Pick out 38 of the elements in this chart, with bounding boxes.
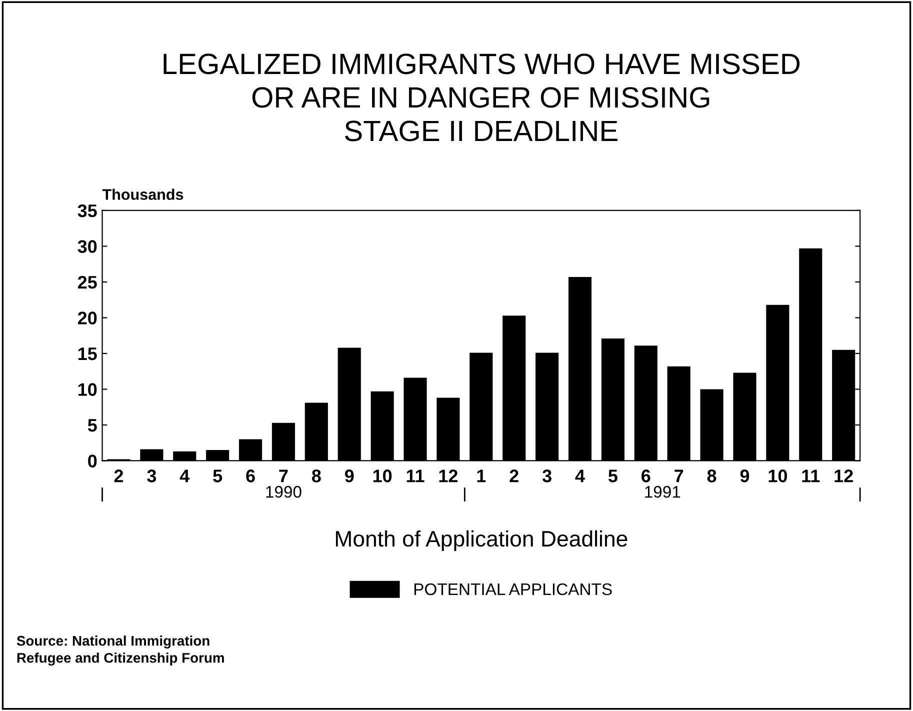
y-tick-label: 15 bbox=[78, 348, 97, 360]
y-tick-label: 25 bbox=[78, 276, 97, 289]
source-note: Source: National Immigration Refugee and Citizenship Forum bbox=[16, 636, 224, 666]
y-tick-label: 5 bbox=[88, 419, 97, 432]
x-tick-label: 11 bbox=[802, 470, 820, 482]
x-tick-label: 3 bbox=[147, 470, 156, 482]
x-tick-label: 9 bbox=[740, 470, 750, 482]
x-tick-label: 8 bbox=[707, 470, 716, 482]
x-tick-label: 5 bbox=[608, 470, 618, 482]
x-tick-label: 10 bbox=[768, 470, 787, 482]
x-tick-label: 2 bbox=[114, 470, 124, 482]
y-tick-label: 20 bbox=[78, 312, 97, 324]
x-axis-title: Month of Application Deadline bbox=[336, 530, 628, 552]
y-tick-label: 30 bbox=[78, 240, 97, 253]
x-tick-label: 5 bbox=[213, 470, 222, 482]
x-tick-label: 8 bbox=[312, 470, 321, 482]
x-tick-label: 11 bbox=[406, 470, 424, 482]
chart-title: LEGALIZED IMMIGRANTS WHO HAVE MISSED OR ARE IN DANGER OF MISSING STAGE II DEADLINE bbox=[164, 54, 800, 142]
x-tick-label: 7 bbox=[674, 470, 684, 482]
x-tick-label: 4 bbox=[575, 470, 585, 482]
x-tick-label: 6 bbox=[642, 470, 650, 482]
x-tick-label: 4 bbox=[180, 470, 190, 482]
y-tick-label: 0 bbox=[88, 454, 97, 468]
legend-label: POTENTIAL APPLICANTS bbox=[414, 583, 612, 596]
x-tick-label: 3 bbox=[542, 470, 552, 482]
text: 1990 bbox=[266, 486, 302, 498]
x-tick-label: 9 bbox=[344, 470, 354, 482]
y-axis-title: Thousands bbox=[102, 188, 184, 200]
x-tick-label: 6 bbox=[246, 470, 255, 482]
x-tick-label: 12 bbox=[834, 470, 853, 482]
x-tick-label: 1 bbox=[477, 470, 486, 482]
y-tick-label: 10 bbox=[78, 383, 97, 396]
x-tick-label: 7 bbox=[279, 470, 288, 482]
x-tick-label: 2 bbox=[510, 470, 518, 482]
y-tick-label: 35 bbox=[78, 204, 97, 218]
text: 1991 bbox=[645, 486, 680, 498]
x-tick-label: 10 bbox=[373, 470, 392, 482]
x-tick-label: 12 bbox=[439, 470, 458, 482]
